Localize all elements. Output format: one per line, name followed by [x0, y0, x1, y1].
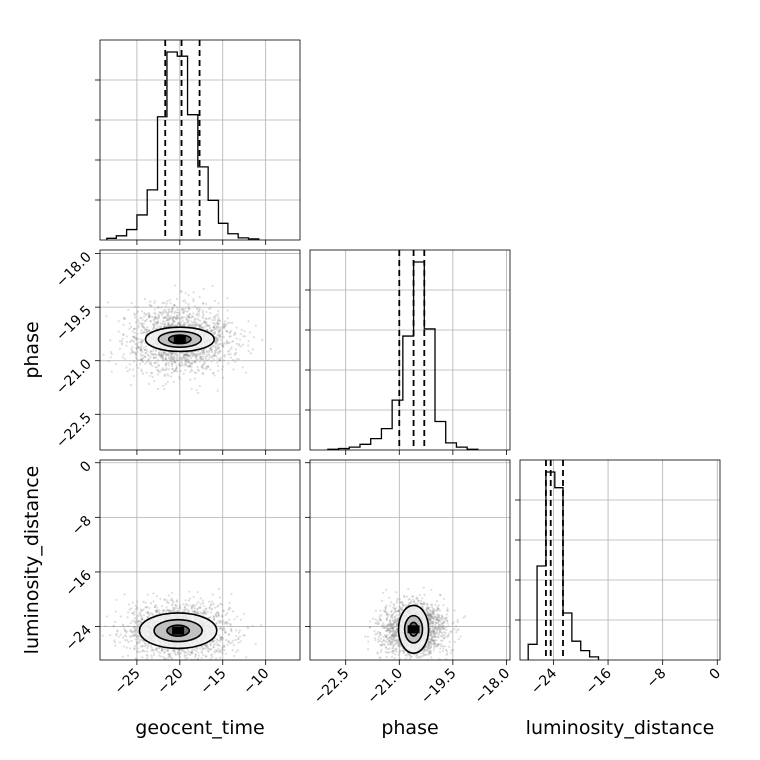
hist-luminosity-distance-frame — [519, 459, 721, 661]
joint-phase-vs-luminosity-distance-xtick-label-2: −19.5 — [418, 666, 460, 708]
joint-geocent-time-vs-phase-ytick-label-3: −18.0 — [53, 249, 95, 291]
hist-phase-grid — [310, 250, 510, 450]
joint-phase-vs-luminosity-distance-xtick-label-1: −21.0 — [364, 666, 406, 708]
joint-geocent-time-vs-luminosity-distance-ytick-label-1: −16 — [63, 567, 95, 599]
hist-luminosity-distance-xtick-label-0: −24 — [528, 665, 560, 697]
joint-geocent-time-vs-luminosity-distance-ytick-label-3: 0 — [77, 458, 95, 476]
joint-geocent-time-vs-luminosity-distance-xtick-label-2: −15 — [197, 666, 229, 698]
joint-phase-vs-luminosity-distance-frame — [309, 459, 511, 661]
joint-geocent-time-vs-phase-ytick-label-1: −21.0 — [53, 356, 95, 398]
joint-phase-vs-luminosity-distance-peak — [407, 625, 420, 634]
joint-geocent-time-vs-phase-peak — [173, 335, 186, 344]
joint-geocent-time-vs-phase-ytick-label-0: −22.5 — [53, 410, 95, 452]
joint-phase-vs-luminosity-distance-xtick-label-3: −18.0 — [472, 666, 514, 708]
joint-geocent-time-vs-luminosity-distance-ytick-label-0: −24 — [63, 622, 95, 654]
joint-geocent-time-vs-luminosity-distance-frame — [99, 459, 301, 661]
hist-luminosity-distance-xtick-label-2: −8 — [644, 666, 670, 692]
hist-luminosity-distance-grid — [520, 460, 720, 660]
hist-luminosity-distance-xtick-label-3: 0 — [706, 666, 724, 684]
hist-phase-frame — [309, 249, 511, 451]
joint-geocent-time-vs-phase-ytick-label-2: −19.5 — [53, 303, 95, 345]
joint-geocent-time-vs-phase-frame — [99, 249, 301, 451]
joint-geocent-time-vs-luminosity-distance-xtick-label-0: −25 — [112, 666, 144, 698]
hist-geocent-time-bars — [106, 51, 260, 240]
hist-geocent-time-frame — [99, 39, 301, 241]
xlabel-phase: phase — [381, 717, 438, 739]
joint-geocent-time-vs-luminosity-distance-xtick-label-1: −20 — [154, 666, 186, 698]
joint-geocent-time-vs-luminosity-distance-ytick-label-2: −8 — [69, 513, 95, 539]
xlabel-geocent-time: geocent_time — [135, 717, 264, 739]
hist-phase-bars — [327, 261, 479, 450]
xlabel-luminosity-distance: luminosity_distance — [526, 717, 715, 739]
hist-luminosity-distance-xtick-label-1: −16 — [583, 665, 615, 697]
joint-geocent-time-vs-luminosity-distance-xtick-label-3: −10 — [240, 666, 272, 698]
ylabel-luminosity-distance: luminosity_distance — [21, 466, 43, 655]
joint-geocent-time-vs-luminosity-distance-peak — [172, 626, 185, 635]
joint-phase-vs-luminosity-distance-xtick-label-0: −22.5 — [311, 666, 353, 708]
ylabel-phase: phase — [21, 321, 43, 378]
